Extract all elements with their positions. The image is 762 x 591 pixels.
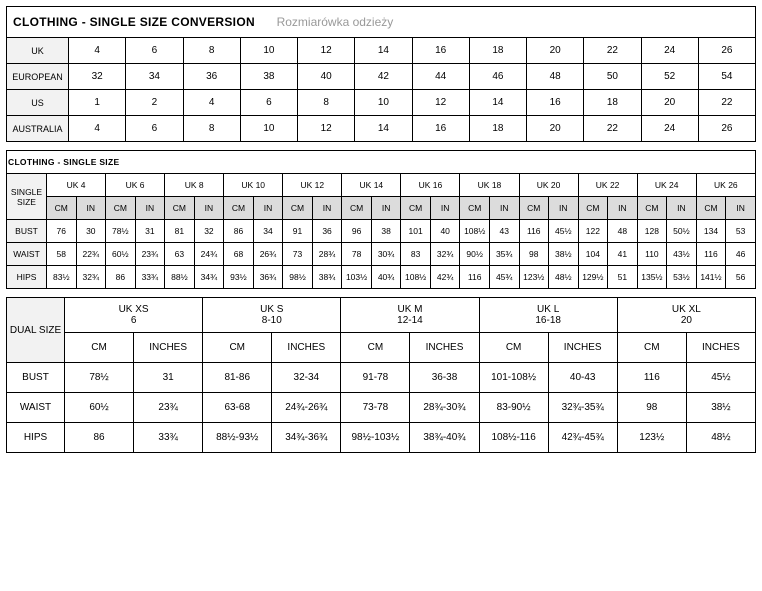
row-label: WAIST	[7, 393, 65, 423]
table1-title: CLOTHING - SINGLE SIZE CONVERSION	[13, 15, 255, 29]
table1-title-cell: CLOTHING - SINGLE SIZE CONVERSION Rozmia…	[7, 7, 756, 38]
table-row: BUST 763078½31813286349136963810140108½4…	[7, 220, 756, 243]
dual-size-header: UK XL20	[617, 298, 755, 333]
row-label: HIPS	[7, 423, 65, 453]
dual-size-header: UK XS6	[65, 298, 203, 333]
table2-title: CLOTHING - SINGLE SIZE	[7, 151, 756, 174]
table-row: EUROPEAN 323436384042444648505254	[7, 64, 756, 90]
row-label: HIPS	[7, 266, 47, 289]
table-row: HIPS 83½32¾8633¾88½34¾93½36¾98½38¾103½40…	[7, 266, 756, 289]
row-label: AUSTRALIA	[7, 116, 69, 142]
row-label: BUST	[7, 220, 47, 243]
row-label: US	[7, 90, 69, 116]
dual-size-label: DUAL SIZE	[7, 298, 65, 363]
dual-size-header: UK M12-14	[341, 298, 479, 333]
dual-size-table: DUAL SIZE UK XS6 UK S8-10 UK M12-14 UK L…	[6, 297, 756, 453]
row-label: UK	[7, 38, 69, 64]
row-label: WAIST	[7, 243, 47, 266]
unit-header-row: CMIN CMIN CMIN CMIN CMIN CMIN CMIN CMIN …	[7, 197, 756, 220]
dual-size-header-row: DUAL SIZE UK XS6 UK S8-10 UK M12-14 UK L…	[7, 298, 756, 333]
table-row: US 1246810121416182022	[7, 90, 756, 116]
size-conversion-table: CLOTHING - SINGLE SIZE CONVERSION Rozmia…	[6, 6, 756, 142]
row-label: EUROPEAN	[7, 64, 69, 90]
table-row: HIPS 8633¾88½-93½34¾-36¾98½-103½38¾-40¾1…	[7, 423, 756, 453]
table1-subtitle: Rozmiarówka odzieży	[277, 15, 394, 29]
table-row: UK 468101214161820222426	[7, 38, 756, 64]
dual-size-header: UK L16-18	[479, 298, 617, 333]
table-row: WAIST 60½23¾63-6824¾-26¾73-7828¾-30¾83-9…	[7, 393, 756, 423]
table-row: BUST 78½3181-8632-3491-7836-38101-108½40…	[7, 363, 756, 393]
dual-size-header: UK S8-10	[203, 298, 341, 333]
row-label: BUST	[7, 363, 65, 393]
unit-header-row: CMINCHES CMINCHES CMINCHES CMINCHES CMIN…	[7, 333, 756, 363]
single-size-table: CLOTHING - SINGLE SIZE SINGLE SIZE UK 4 …	[6, 150, 756, 289]
size-header-row: SINGLE SIZE UK 4 UK 6 UK 8 UK 10 UK 12 U…	[7, 174, 756, 197]
table-row: AUSTRALIA 468101214161820222426	[7, 116, 756, 142]
table-row: WAIST 5822¾60½23¾6324¾6826¾7328¾7830¾833…	[7, 243, 756, 266]
single-size-label: SINGLE SIZE	[7, 174, 47, 220]
